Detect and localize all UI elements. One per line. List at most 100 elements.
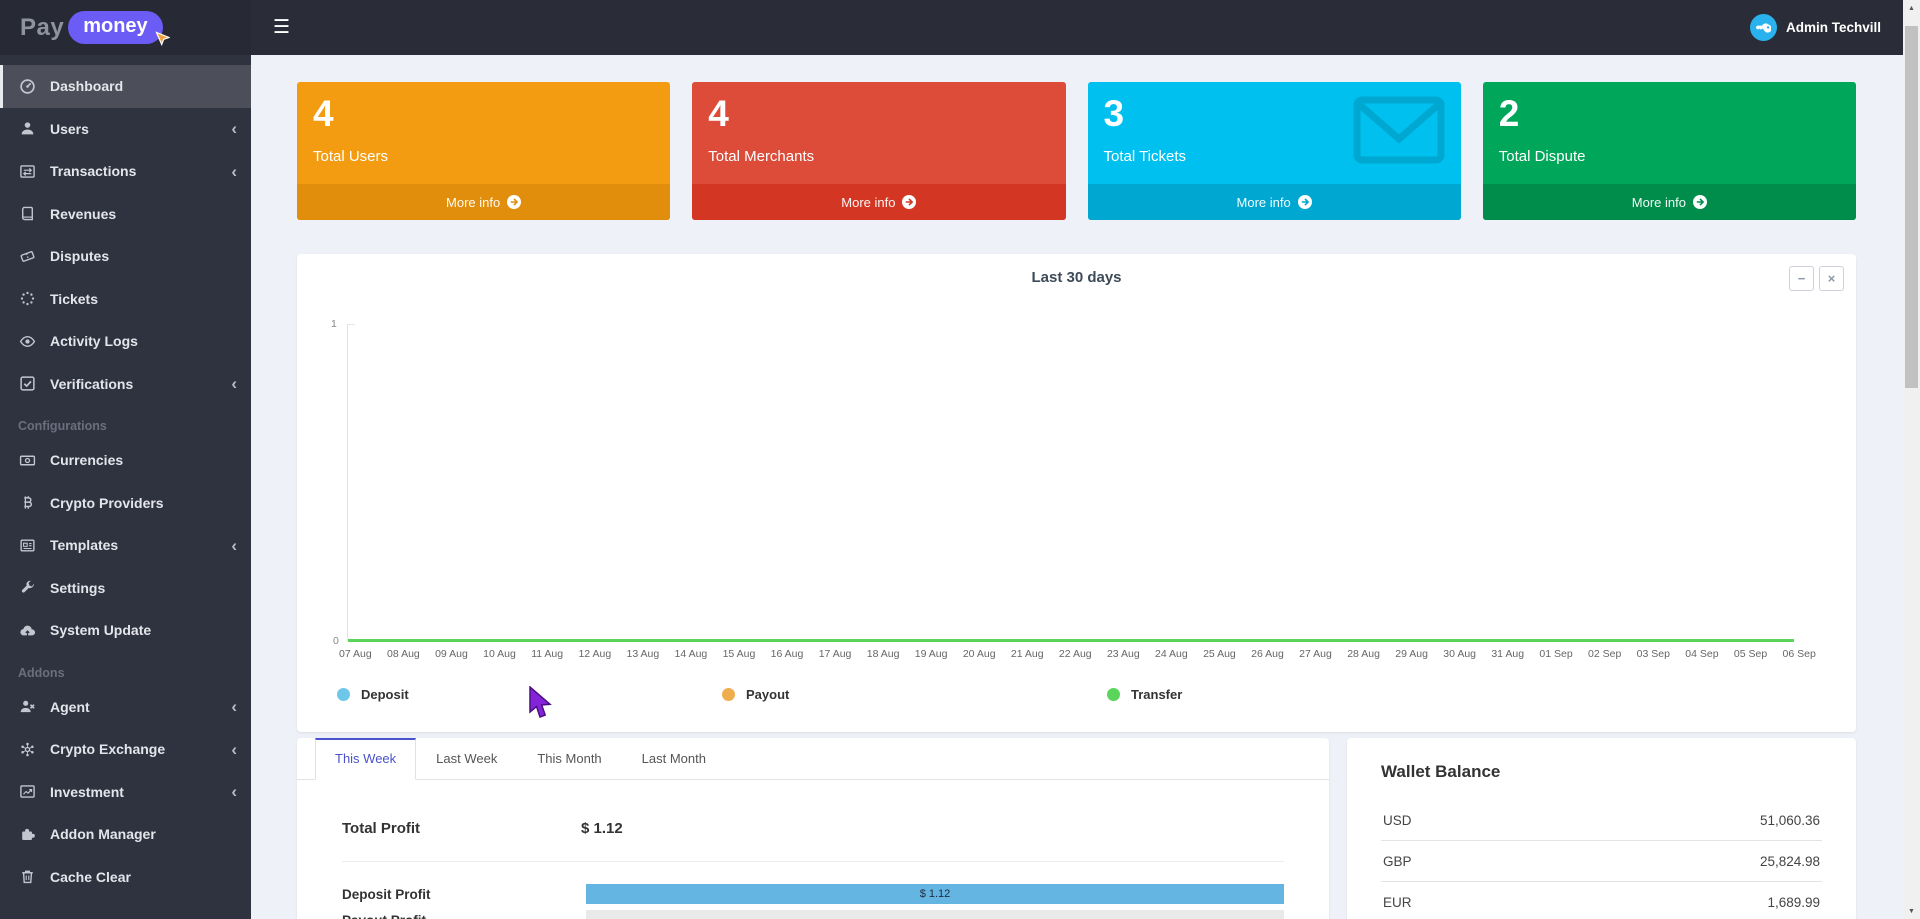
stat-label: Total Tickets	[1103, 147, 1187, 165]
chevron-left-icon: ‹	[231, 782, 237, 802]
sidebar-item-currencies[interactable]: Currencies	[0, 439, 251, 482]
top-header: ☰ Admin Techvill	[251, 0, 1903, 55]
wallet-balance-panel: Wallet Balance USD 51,060.36 GBP 25,824.…	[1347, 738, 1856, 919]
chart-title: Last 30 days	[1031, 269, 1122, 286]
more-info-label: More info	[841, 194, 896, 210]
x-axis-tick-label: 15 Aug	[722, 648, 756, 660]
arrow-circle-right-icon	[507, 195, 522, 209]
sidebar-item-addon-manager[interactable]: Addon Manager	[0, 813, 251, 856]
sidebar-item-label: Users	[50, 120, 89, 137]
more-info-link[interactable]: More info	[1087, 184, 1461, 220]
x-axis-tick-label: 21 Aug	[1010, 648, 1044, 660]
x-axis-tick-label: 30 Aug	[1443, 648, 1476, 660]
sidebar-item-label: Templates	[50, 537, 119, 554]
sidebar-item-dashboard[interactable]: Dashboard	[0, 65, 251, 108]
x-axis-tick-label: 27 Aug	[1299, 648, 1332, 660]
y-axis-tick-mark	[348, 324, 355, 325]
legend-item-transfer[interactable]: Transfer	[1107, 687, 1492, 702]
legend-item-deposit[interactable]: Deposit	[337, 687, 722, 702]
sidebar-item-label: Crypto Providers	[50, 494, 164, 511]
profit-bar-fill	[586, 884, 1284, 904]
wallet-currency: GBP	[1383, 853, 1412, 869]
x-axis-tick-label: 25 Aug	[1203, 648, 1236, 660]
sidebar-item-settings[interactable]: Settings	[0, 567, 251, 610]
x-axis-tick-label: 04 Sep	[1685, 648, 1719, 660]
sidebar: Pay money Dashboard Users ‹ Transactions…	[0, 0, 251, 919]
stat-value: 4	[313, 93, 334, 134]
vertical-scrollbar: ▲ ▼	[1903, 0, 1920, 919]
chart-plot-area: 1 0	[331, 318, 1816, 647]
sidebar-item-disputes[interactable]: Disputes	[0, 235, 251, 278]
more-info-label: More info	[1236, 194, 1291, 210]
chart-panel: Last 30 days − × 1 0 07 Aug 08 Aug 09 Aug 1…	[297, 254, 1856, 732]
chart-legend: Deposit Payout Transfer	[337, 687, 1816, 702]
stat-label: Total Merchants	[708, 147, 815, 165]
sidebar-item-transactions[interactable]: Transactions ‹	[0, 150, 251, 193]
sidebar-item-investment[interactable]: Investment ‹	[0, 771, 251, 814]
sidebar-item-activity-logs[interactable]: Activity Logs	[0, 320, 251, 363]
tab-last-month[interactable]: Last Month	[641, 751, 706, 766]
scroll-down-icon[interactable]: ▼	[1908, 907, 1915, 915]
y-axis-tick-label: 0	[333, 635, 339, 647]
sidebar-item-verifications[interactable]: Verifications ‹	[0, 363, 251, 406]
profit-row-label: Deposit Profit	[342, 886, 431, 902]
sidebar-item-system-update[interactable]: System Update	[0, 609, 251, 652]
x-axis-tick-label: 06 Sep	[1782, 648, 1816, 660]
sidebar-item-label: Cache Clear	[50, 868, 131, 885]
scrollbar-thumb[interactable]	[1905, 26, 1918, 388]
sidebar-item-label: Dashboard	[50, 78, 124, 95]
more-info-link[interactable]: More info	[692, 184, 1066, 220]
x-axis-tick-label: 24 Aug	[1155, 648, 1188, 660]
stat-label: Total Dispute	[1498, 147, 1586, 165]
templates-icon	[18, 536, 36, 554]
sidebar-item-revenues[interactable]: Revenues	[0, 193, 251, 236]
wallet-rows: USD 51,060.36 GBP 25,824.98 EUR 1,689.99	[1381, 800, 1822, 919]
sidebar-item-agent[interactable]: Agent ‹	[0, 686, 251, 729]
stat-card-total-dispute: 2 Total Dispute More info	[1482, 82, 1856, 220]
wallet-row-gbp: GBP 25,824.98	[1381, 841, 1822, 882]
profit-row-payout-profit: Payout Profit	[342, 910, 1284, 919]
tab-this-month[interactable]: This Month	[537, 751, 602, 766]
brand-logo[interactable]: Pay money	[0, 0, 251, 55]
stat-card-total-users: 4 Total Users More info	[297, 82, 671, 220]
x-axis-tick-label: 01 Sep	[1539, 648, 1573, 660]
sidebar-item-tickets[interactable]: Tickets	[0, 278, 251, 321]
tab-last-week[interactable]: Last Week	[436, 751, 498, 766]
sidebar-item-users[interactable]: Users ‹	[0, 108, 251, 151]
sidebar-item-cache-clear[interactable]: Cache Clear	[0, 856, 251, 899]
sidebar-item-label: Currencies	[50, 452, 124, 469]
sidebar-item-crypto-exchange[interactable]: Crypto Exchange ‹	[0, 728, 251, 771]
user-menu[interactable]: Admin Techvill	[1749, 14, 1881, 41]
sidebar-item-templates[interactable]: Templates ‹	[0, 524, 251, 567]
chart-line-transfer	[348, 639, 1794, 642]
wallet-amount: 51,060.36	[1759, 812, 1820, 828]
transactions-icon	[18, 162, 36, 180]
x-axis-tick-label: 02 Sep	[1588, 648, 1622, 660]
sidebar-item-label: Agent	[50, 698, 90, 715]
tab-this-week[interactable]: This Week	[315, 738, 417, 780]
x-axis-tick-label: 09 Aug	[435, 648, 468, 660]
more-info-link[interactable]: More info	[1482, 184, 1856, 220]
user-name: Admin Techvill	[1785, 20, 1881, 35]
more-info-label: More info	[446, 194, 501, 210]
x-axis-tick-label: 31 Aug	[1491, 648, 1525, 660]
envelope-icon	[1353, 96, 1445, 169]
scroll-up-icon[interactable]: ▲	[1908, 4, 1915, 12]
panel-controls: − ×	[1789, 266, 1844, 291]
stat-value: 3	[1103, 93, 1125, 134]
collapse-button[interactable]: −	[1789, 266, 1814, 291]
x-axis-tick-label: 10 Aug	[483, 648, 516, 660]
sidebar-item-crypto-providers[interactable]: Crypto Providers	[0, 482, 251, 525]
close-button[interactable]: ×	[1819, 266, 1844, 291]
key-icon	[1755, 23, 1771, 33]
y-axis-tick-label: 1	[331, 318, 337, 330]
x-axis-tick-label: 05 Sep	[1733, 648, 1768, 660]
chevron-left-icon: ‹	[231, 739, 237, 759]
divider	[342, 861, 1284, 862]
profit-bar	[586, 910, 1284, 919]
x-axis-tick-label: 16 Aug	[770, 648, 804, 660]
hamburger-icon[interactable]: ☰	[273, 17, 291, 38]
legend-dot-icon	[1107, 688, 1120, 701]
legend-item-payout[interactable]: Payout	[722, 687, 1107, 702]
more-info-link[interactable]: More info	[297, 184, 671, 220]
